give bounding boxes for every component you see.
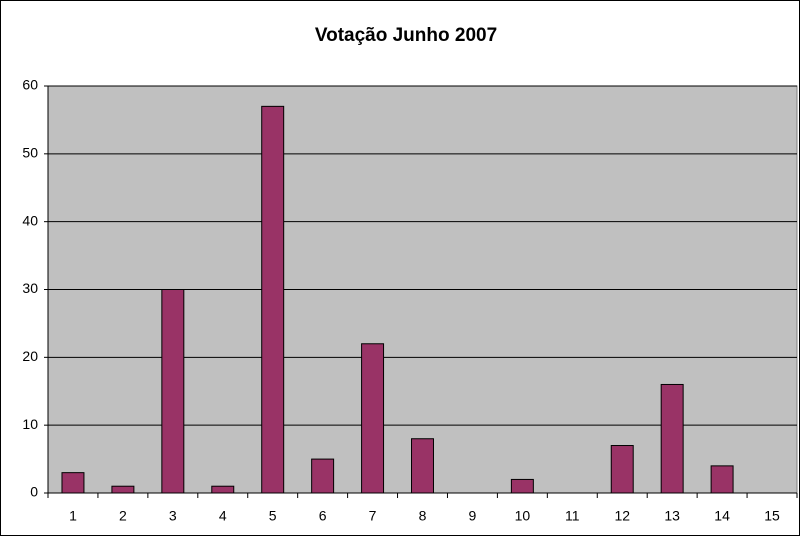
bar [510,478,534,494]
x-tick-label: 7 [369,508,377,524]
y-tick-label: 20 [22,348,38,364]
bar [411,438,434,494]
bar [361,343,385,494]
bar [61,472,85,494]
x-tick-label: 5 [269,508,277,524]
y-tick-label: 40 [22,212,38,228]
x-tick-label: 6 [319,508,327,524]
bar [710,465,734,494]
bar [211,485,235,494]
y-tick-label: 0 [30,484,38,500]
x-tick-label: 9 [469,508,477,524]
bar [311,458,335,494]
x-tick-label: 15 [764,508,780,524]
x-tick-label: 12 [614,508,630,524]
bar [261,105,285,494]
y-tick-label: 60 [22,77,38,93]
y-tick-label: 50 [22,145,38,161]
y-tick-label: 30 [22,280,38,296]
bar [111,485,135,494]
x-tick-label: 14 [714,508,730,524]
x-tick-label: 8 [419,508,427,524]
x-tick-label: 4 [219,508,227,524]
x-tick-label: 11 [565,508,580,524]
x-tick-label: 10 [515,508,531,524]
x-tick-label: 3 [169,508,177,524]
bar [660,383,684,494]
bar [610,445,634,494]
chart-title: Votação Junho 2007 [315,25,497,46]
x-tick-label: 13 [664,508,680,524]
bar [161,289,185,494]
x-tick-label: 1 [69,508,77,524]
x-tick-label: 2 [119,508,127,524]
y-tick-label: 10 [22,416,38,432]
